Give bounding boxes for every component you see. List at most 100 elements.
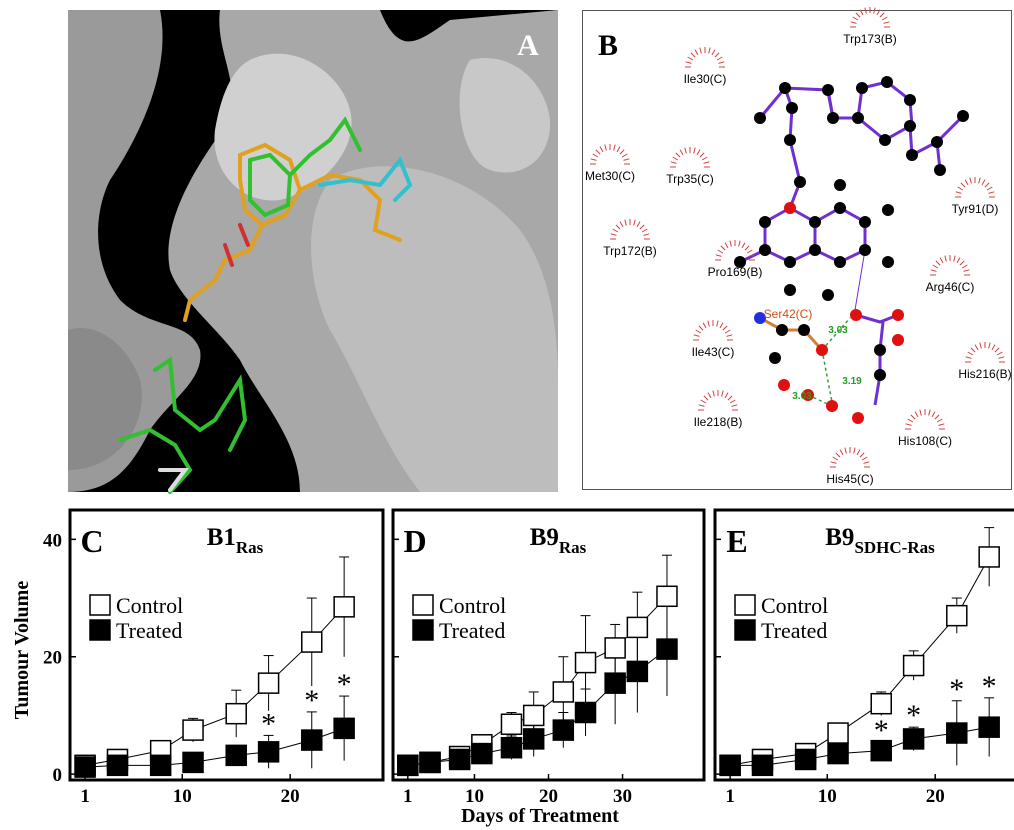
- hydrophobic-contact: [957, 186, 964, 191]
- residue-label: His108(C): [898, 434, 952, 448]
- data-point: [552, 681, 575, 703]
- hydrophobic-contact: [699, 152, 705, 158]
- hydrophobic-contact: [731, 404, 738, 407]
- chart-title: B1Ras: [207, 524, 264, 557]
- hydrophobic-contact: [729, 240, 732, 247]
- panel-label: B: [598, 29, 618, 62]
- ligand-residue-label: Ser42(C): [764, 307, 813, 321]
- hydrophobic-contact: [963, 269, 970, 272]
- hydrophobic-contact: [693, 147, 696, 154]
- data-point: [106, 754, 129, 777]
- significance-marker: *: [261, 707, 276, 740]
- hydrophobic-contact: [835, 452, 841, 458]
- hydrophobic-contact: [855, 12, 861, 18]
- hydrophobic-contact: [684, 147, 687, 154]
- hydrophobic-contact: [641, 228, 648, 233]
- panel-label: E: [726, 523, 747, 559]
- hydrophobic-contact: [744, 245, 750, 251]
- residue-label: Met30(C): [585, 169, 635, 183]
- data-point: [978, 546, 1000, 568]
- hydrophobic-contact: [959, 260, 965, 266]
- chart-title-subscript: Ras: [236, 538, 264, 557]
- data-point: [827, 722, 849, 744]
- legend-swatch: [734, 619, 756, 641]
- hydrophobic-contact: [712, 390, 715, 397]
- data-point: [225, 744, 247, 767]
- hydrophobic-contact: [964, 179, 969, 186]
- hydrophobic-contact: [695, 329, 702, 334]
- legend-label: Treated: [439, 618, 505, 643]
- residue-label: Trp173(B): [843, 32, 897, 46]
- hydrophobic-contact: [703, 395, 709, 401]
- data-point: [626, 616, 649, 639]
- legend-label: Control: [439, 593, 506, 618]
- x-axis-title: Days of Treatment: [461, 805, 619, 827]
- hydrophobic-contact: [724, 329, 731, 334]
- hydrophobic-contact: [707, 392, 712, 399]
- significance-marker: *: [874, 714, 889, 747]
- hydrophobic-contact: [612, 228, 619, 233]
- hydrophobic-contact: [613, 144, 616, 151]
- hydrophobic-contact: [696, 149, 701, 156]
- x-tick-label: 10: [818, 786, 837, 807]
- data-point: [257, 672, 280, 694]
- residue-label: His45(C): [826, 472, 873, 486]
- hydrophobic-contact: [944, 255, 947, 262]
- hydrophobic-contact: [685, 61, 692, 64]
- panel-label: D: [403, 523, 426, 559]
- data-point: [500, 736, 523, 759]
- hydrophobic-contact: [861, 456, 868, 461]
- hydrophobic-contact: [643, 233, 650, 236]
- hydrophobic-contact: [919, 409, 922, 416]
- hydrophobic-contact: [741, 242, 746, 249]
- hydrophobic-contact: [853, 447, 856, 454]
- hydrophobic-contact: [726, 334, 733, 337]
- hydrophobic-contact: [590, 158, 597, 161]
- data-point: [397, 754, 419, 777]
- hydrophobic-contact: [714, 52, 720, 58]
- hydrophobic-contact: [679, 149, 684, 156]
- hydrophobic-contact: [881, 16, 888, 21]
- data-point: [604, 672, 626, 694]
- hydrophobic-contact: [960, 182, 966, 188]
- hydrophobic-contact: [699, 47, 702, 54]
- chart-title: B9Ras: [530, 524, 587, 557]
- data-point: [978, 716, 1000, 738]
- data-point: [333, 717, 355, 740]
- hydrophobic-contact: [670, 161, 677, 164]
- x-tick-label: 20: [926, 786, 945, 807]
- hydrophobic-contact: [965, 356, 972, 359]
- legend-label: Control: [761, 593, 828, 618]
- data-point: [902, 654, 925, 677]
- hydrophobic-contact: [879, 12, 885, 18]
- hydrophobic-contact: [727, 395, 733, 401]
- x-tick-label: 30: [613, 786, 632, 807]
- panel-b-diagram: B: [582, 7, 1012, 490]
- hydrophobic-contact: [636, 221, 641, 228]
- hydrophobic-contact: [907, 418, 914, 423]
- hydrophobic-contact: [859, 9, 864, 16]
- data-point: [827, 742, 849, 765]
- hydrophobic-contact: [718, 61, 725, 64]
- data-point: [656, 638, 678, 660]
- residue-label: Trp35(C): [666, 172, 714, 186]
- panel-label: A: [517, 29, 539, 62]
- hydrophobic-contact: [690, 52, 696, 58]
- residue-label: Ile43(C): [692, 345, 735, 359]
- hydrophobic-contact: [850, 21, 857, 24]
- chart-title-main: B9: [530, 524, 559, 551]
- hydrophobic-contact: [716, 56, 723, 61]
- hydrophobic-contact: [856, 449, 861, 456]
- hydrophobic-contact: [604, 144, 607, 151]
- hydrophobic-contact: [633, 219, 636, 226]
- hydrophobic-contact: [905, 423, 912, 426]
- panel-a-image: A: [68, 10, 558, 494]
- residue-label: Arg46(C): [926, 280, 975, 294]
- hydrophobic-contact: [715, 254, 722, 257]
- data-point: [574, 701, 597, 724]
- data-point: [257, 741, 280, 763]
- hydrophobic-contact: [721, 390, 724, 397]
- data-point: [656, 585, 678, 608]
